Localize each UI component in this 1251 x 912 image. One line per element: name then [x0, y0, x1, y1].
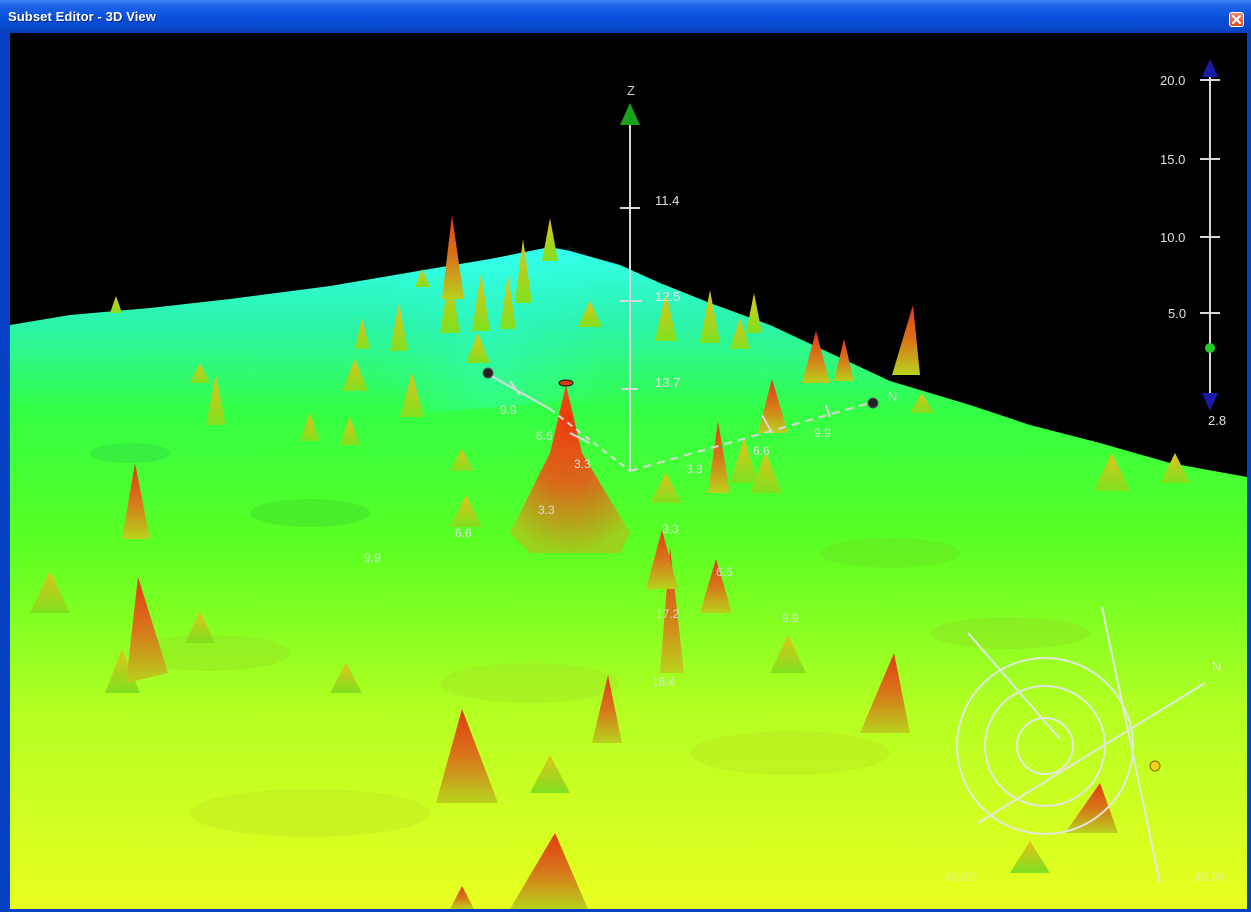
scale-slider-handle[interactable]: [1205, 343, 1215, 353]
terrain-scene: Z 11.4 12.5 13.7 N 9.9 6.6 3.3 3.3 6.6 9…: [10, 59, 1247, 909]
main-peak: [510, 385, 630, 553]
scale-tick-20: 20.0: [1160, 73, 1185, 88]
grid-label: 6.6: [455, 526, 472, 540]
scale-tick-5: 5.0: [1168, 306, 1186, 321]
window-title: Subset Editor - 3D View: [8, 9, 156, 24]
scale-tick-10: 10.0: [1160, 230, 1185, 245]
scale-bottom-arrow-icon[interactable]: [1202, 393, 1218, 411]
close-button[interactable]: [1229, 12, 1244, 27]
compass-position-marker: [1149, 760, 1161, 772]
grid-label: 9.9: [364, 551, 381, 565]
grid-label: 3.3: [574, 457, 591, 471]
tall-peaks: [122, 215, 1118, 909]
grid-label: 3.3: [538, 503, 555, 517]
3d-viewport[interactable]: Z 11.4 12.5 13.7 N 9.9 6.6 3.3 3.3 6.6 9…: [10, 33, 1247, 909]
scale-tick-15: 15.0: [1160, 152, 1185, 167]
grid-label: 6.6: [716, 565, 733, 579]
scale-top-arrow-icon[interactable]: [1202, 59, 1218, 77]
z-axis-label: Z: [627, 83, 635, 98]
close-icon: [1232, 15, 1241, 24]
compass-left-label: 45.00: [945, 870, 975, 884]
grid-label: 6.6: [753, 444, 770, 458]
terrain-texture: [90, 443, 1090, 837]
small-peaks: [30, 218, 1190, 873]
coordinate-axes: [485, 113, 871, 472]
compass-right-label: 45.00: [1194, 870, 1224, 884]
grid-label: 3.3: [686, 462, 703, 476]
grid-label: 17.2: [656, 607, 680, 621]
grid-label: 9.9: [782, 611, 799, 625]
grid-label: 3.3: [662, 522, 679, 536]
grid-label: 6.6: [536, 429, 553, 443]
grid-label: 16.4: [652, 675, 676, 689]
grid-label: 9.9: [814, 426, 831, 440]
z-tick-3: 13.7: [655, 375, 680, 390]
z-tick-2: 12.5: [655, 289, 680, 304]
terrain-surface: [10, 247, 1247, 909]
scale-min-label: 2.8: [1208, 413, 1226, 428]
grid-labels: 9.9 6.6 3.3 3.3 6.6 9.9 3.3 6.6 9.9 3.3 …: [364, 403, 831, 689]
north-axis-label: N: [888, 389, 897, 404]
title-bar[interactable]: Subset Editor - 3D View: [0, 0, 1251, 33]
compass-north-label: N: [1212, 659, 1221, 674]
grid-label: 9.9: [500, 403, 517, 417]
depth-scale[interactable]: 20.0 15.0 10.0 5.0 2.8: [1160, 59, 1226, 428]
z-axis-arrow-icon: [620, 103, 640, 125]
z-tick-1: 11.4: [655, 193, 679, 208]
orientation-compass[interactable]: [956, 606, 1206, 884]
